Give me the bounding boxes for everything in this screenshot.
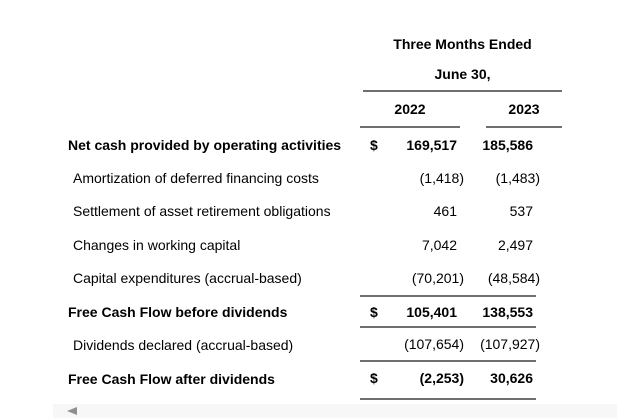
label-column-spacer	[63, 101, 360, 117]
year-header-rules	[63, 126, 562, 128]
value-2023: (1,483)	[495, 170, 540, 187]
row-label: Capital expenditures (accrual-based)	[73, 270, 302, 287]
value-2022: (70,201)	[411, 270, 464, 287]
column-header-2022: 2022	[394, 101, 426, 117]
period-header: Three Months Ended	[393, 36, 532, 52]
row-label: Settlement of asset retirement obligatio…	[73, 203, 331, 220]
value-2023: 2,497	[497, 236, 533, 253]
value-2022: 105,401	[406, 303, 457, 320]
row-label: Free Cash Flow before dividends	[68, 303, 288, 320]
table-body: Net cash provided by operating activitie…	[63, 128, 562, 401]
value-2023: 537	[509, 203, 533, 220]
table-row: Changes in working capital 7,042 2,497	[63, 228, 562, 261]
column-rule-2022	[360, 126, 460, 128]
column-gap	[460, 101, 486, 117]
value-2023: 30,626	[490, 369, 533, 386]
value-2023: (107,927)	[480, 336, 540, 353]
value-2022: (1,418)	[419, 170, 464, 187]
row-label: Net cash provided by operating activitie…	[68, 136, 342, 153]
row-label: Changes in working capital	[73, 236, 241, 253]
row-label: Amortization of deferred financing costs	[73, 170, 319, 187]
value-2022: (2,253)	[419, 369, 464, 386]
currency-symbol: $	[370, 303, 378, 320]
value-2022: 7,042	[421, 236, 457, 253]
horizontal-scrollbar-track[interactable]	[53, 404, 617, 418]
column-header-2023: 2023	[508, 101, 540, 117]
table-row: Amortization of deferred financing costs…	[63, 161, 562, 194]
row-label: Dividends declared (accrual-based)	[73, 337, 294, 354]
currency-symbol: $	[370, 369, 378, 386]
table-row: Settlement of asset retirement obligatio…	[63, 195, 562, 228]
row-label: Free Cash Flow after dividends	[68, 370, 275, 387]
column-rule-2023	[486, 126, 562, 128]
table-row-total: Free Cash Flow after dividends $ (2,253) …	[63, 362, 562, 401]
value-2023: 185,586	[482, 136, 533, 153]
value-2022: 461	[433, 203, 457, 220]
currency-symbol: $	[370, 136, 378, 153]
value-2023: 138,553	[482, 303, 533, 320]
table-row: Capital expenditures (accrual-based) (70…	[63, 262, 562, 295]
value-2022: 169,517	[406, 136, 457, 153]
header-rule	[363, 90, 562, 92]
free-cash-flow-table: Three Months Ended June 30, 2022 2023 Ne…	[63, 0, 562, 401]
table-row: Dividends declared (accrual-based) (107,…	[63, 328, 562, 362]
scroll-left-icon[interactable]	[67, 407, 77, 415]
value-2023: (48,584)	[487, 270, 540, 287]
date-header: June 30,	[434, 66, 491, 82]
year-header-row: 2022 2023	[63, 101, 562, 117]
value-2022: (107,654)	[404, 336, 464, 353]
table-row: Net cash provided by operating activitie…	[63, 128, 562, 161]
table-row-total: Free Cash Flow before dividends $105,401…	[63, 294, 562, 329]
